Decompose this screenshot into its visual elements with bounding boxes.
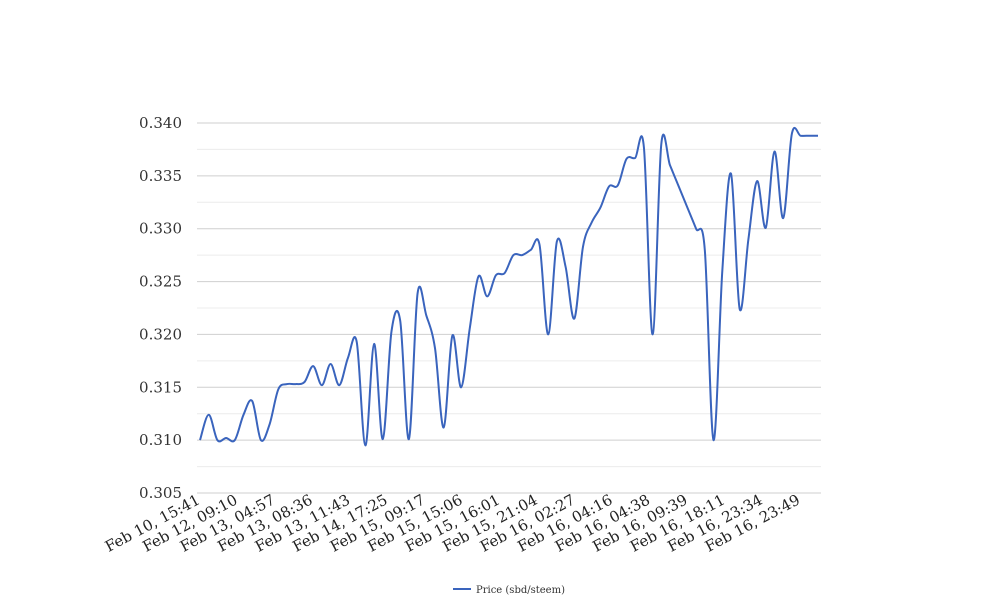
data-point[interactable] [259, 438, 263, 442]
data-point[interactable] [572, 317, 576, 321]
data-point[interactable] [807, 134, 811, 138]
y-tick-label: 0.330 [139, 220, 182, 238]
data-point[interactable] [433, 346, 437, 350]
data-point[interactable] [285, 382, 289, 386]
data-point[interactable] [546, 332, 550, 336]
data-point[interactable] [799, 134, 803, 138]
data-point[interactable] [503, 271, 507, 275]
data-point[interactable] [198, 438, 202, 442]
series-line-price[interactable] [199, 127, 818, 447]
data-point[interactable] [337, 383, 341, 387]
data-point[interactable] [581, 245, 585, 249]
y-tick-label: 0.315 [139, 378, 182, 396]
data-point[interactable] [390, 329, 394, 333]
grid-lines [197, 122, 821, 494]
y-tick-label: 0.340 [139, 114, 182, 132]
y-axis-ticks: 0.305 0.310 0.315 0.320 0.325 0.330 0.335 0.340 [139, 114, 182, 502]
data-point[interactable] [398, 319, 402, 323]
data-point[interactable] [685, 206, 689, 210]
data-point[interactable] [564, 265, 568, 269]
data-point[interactable] [538, 243, 542, 247]
data-point[interactable] [746, 237, 750, 241]
legend[interactable]: Price (sbd/steem) [453, 585, 565, 596]
data-point[interactable] [781, 216, 785, 220]
data-point[interactable] [616, 183, 620, 187]
data-point[interactable] [233, 438, 237, 442]
y-tick-label: 0.310 [139, 431, 182, 449]
data-point[interactable] [790, 132, 794, 136]
data-point[interactable] [416, 291, 420, 295]
data-point[interactable] [520, 253, 524, 257]
data-point[interactable] [250, 399, 254, 403]
data-point[interactable] [459, 385, 463, 389]
data-point[interactable] [355, 340, 359, 344]
legend-label: Price (sbd/steem) [476, 585, 565, 596]
data-point[interactable] [816, 134, 820, 138]
data-point[interactable] [625, 157, 629, 161]
data-point[interactable] [773, 150, 777, 154]
data-point[interactable] [677, 184, 681, 188]
data-point[interactable] [659, 142, 663, 146]
data-point[interactable] [329, 362, 333, 366]
y-tick-label: 0.335 [139, 167, 182, 185]
data-point[interactable] [590, 220, 594, 224]
data-point[interactable] [372, 342, 376, 346]
data-point[interactable] [424, 313, 428, 317]
data-point[interactable] [555, 239, 559, 243]
data-point[interactable] [668, 163, 672, 167]
data-point[interactable] [651, 332, 655, 336]
data-point[interactable] [529, 248, 533, 252]
data-point[interactable] [494, 273, 498, 277]
y-tick-label: 0.320 [139, 325, 182, 343]
data-point[interactable] [207, 413, 211, 417]
data-point[interactable] [694, 227, 698, 231]
data-point[interactable] [294, 382, 298, 386]
y-tick-label: 0.325 [139, 273, 182, 291]
data-point[interactable] [468, 326, 472, 330]
data-point[interactable] [268, 422, 272, 426]
data-point[interactable] [598, 206, 602, 210]
data-point[interactable] [320, 383, 324, 387]
data-point[interactable] [485, 294, 489, 298]
data-point[interactable] [407, 437, 411, 441]
data-point[interactable] [729, 172, 733, 176]
data-point[interactable] [755, 179, 759, 183]
data-point[interactable] [477, 274, 481, 278]
data-point[interactable] [511, 253, 515, 257]
data-point[interactable] [703, 248, 707, 252]
data-point[interactable] [242, 413, 246, 417]
y-tick-label: 0.305 [139, 484, 182, 502]
data-point[interactable] [346, 356, 350, 360]
data-point[interactable] [442, 426, 446, 430]
data-point[interactable] [642, 145, 646, 149]
data-point[interactable] [276, 387, 280, 391]
data-point[interactable] [738, 307, 742, 311]
data-point[interactable] [311, 364, 315, 368]
data-point[interactable] [303, 380, 307, 384]
data-point[interactable] [224, 436, 228, 440]
data-point[interactable] [633, 156, 637, 160]
data-point[interactable] [764, 226, 768, 230]
data-point[interactable] [450, 334, 454, 338]
data-point[interactable] [607, 184, 611, 188]
series-layer [198, 127, 820, 447]
data-point[interactable] [363, 443, 367, 447]
data-point[interactable] [720, 269, 724, 273]
data-point[interactable] [215, 438, 219, 442]
data-point[interactable] [381, 437, 385, 441]
data-point[interactable] [712, 438, 716, 442]
